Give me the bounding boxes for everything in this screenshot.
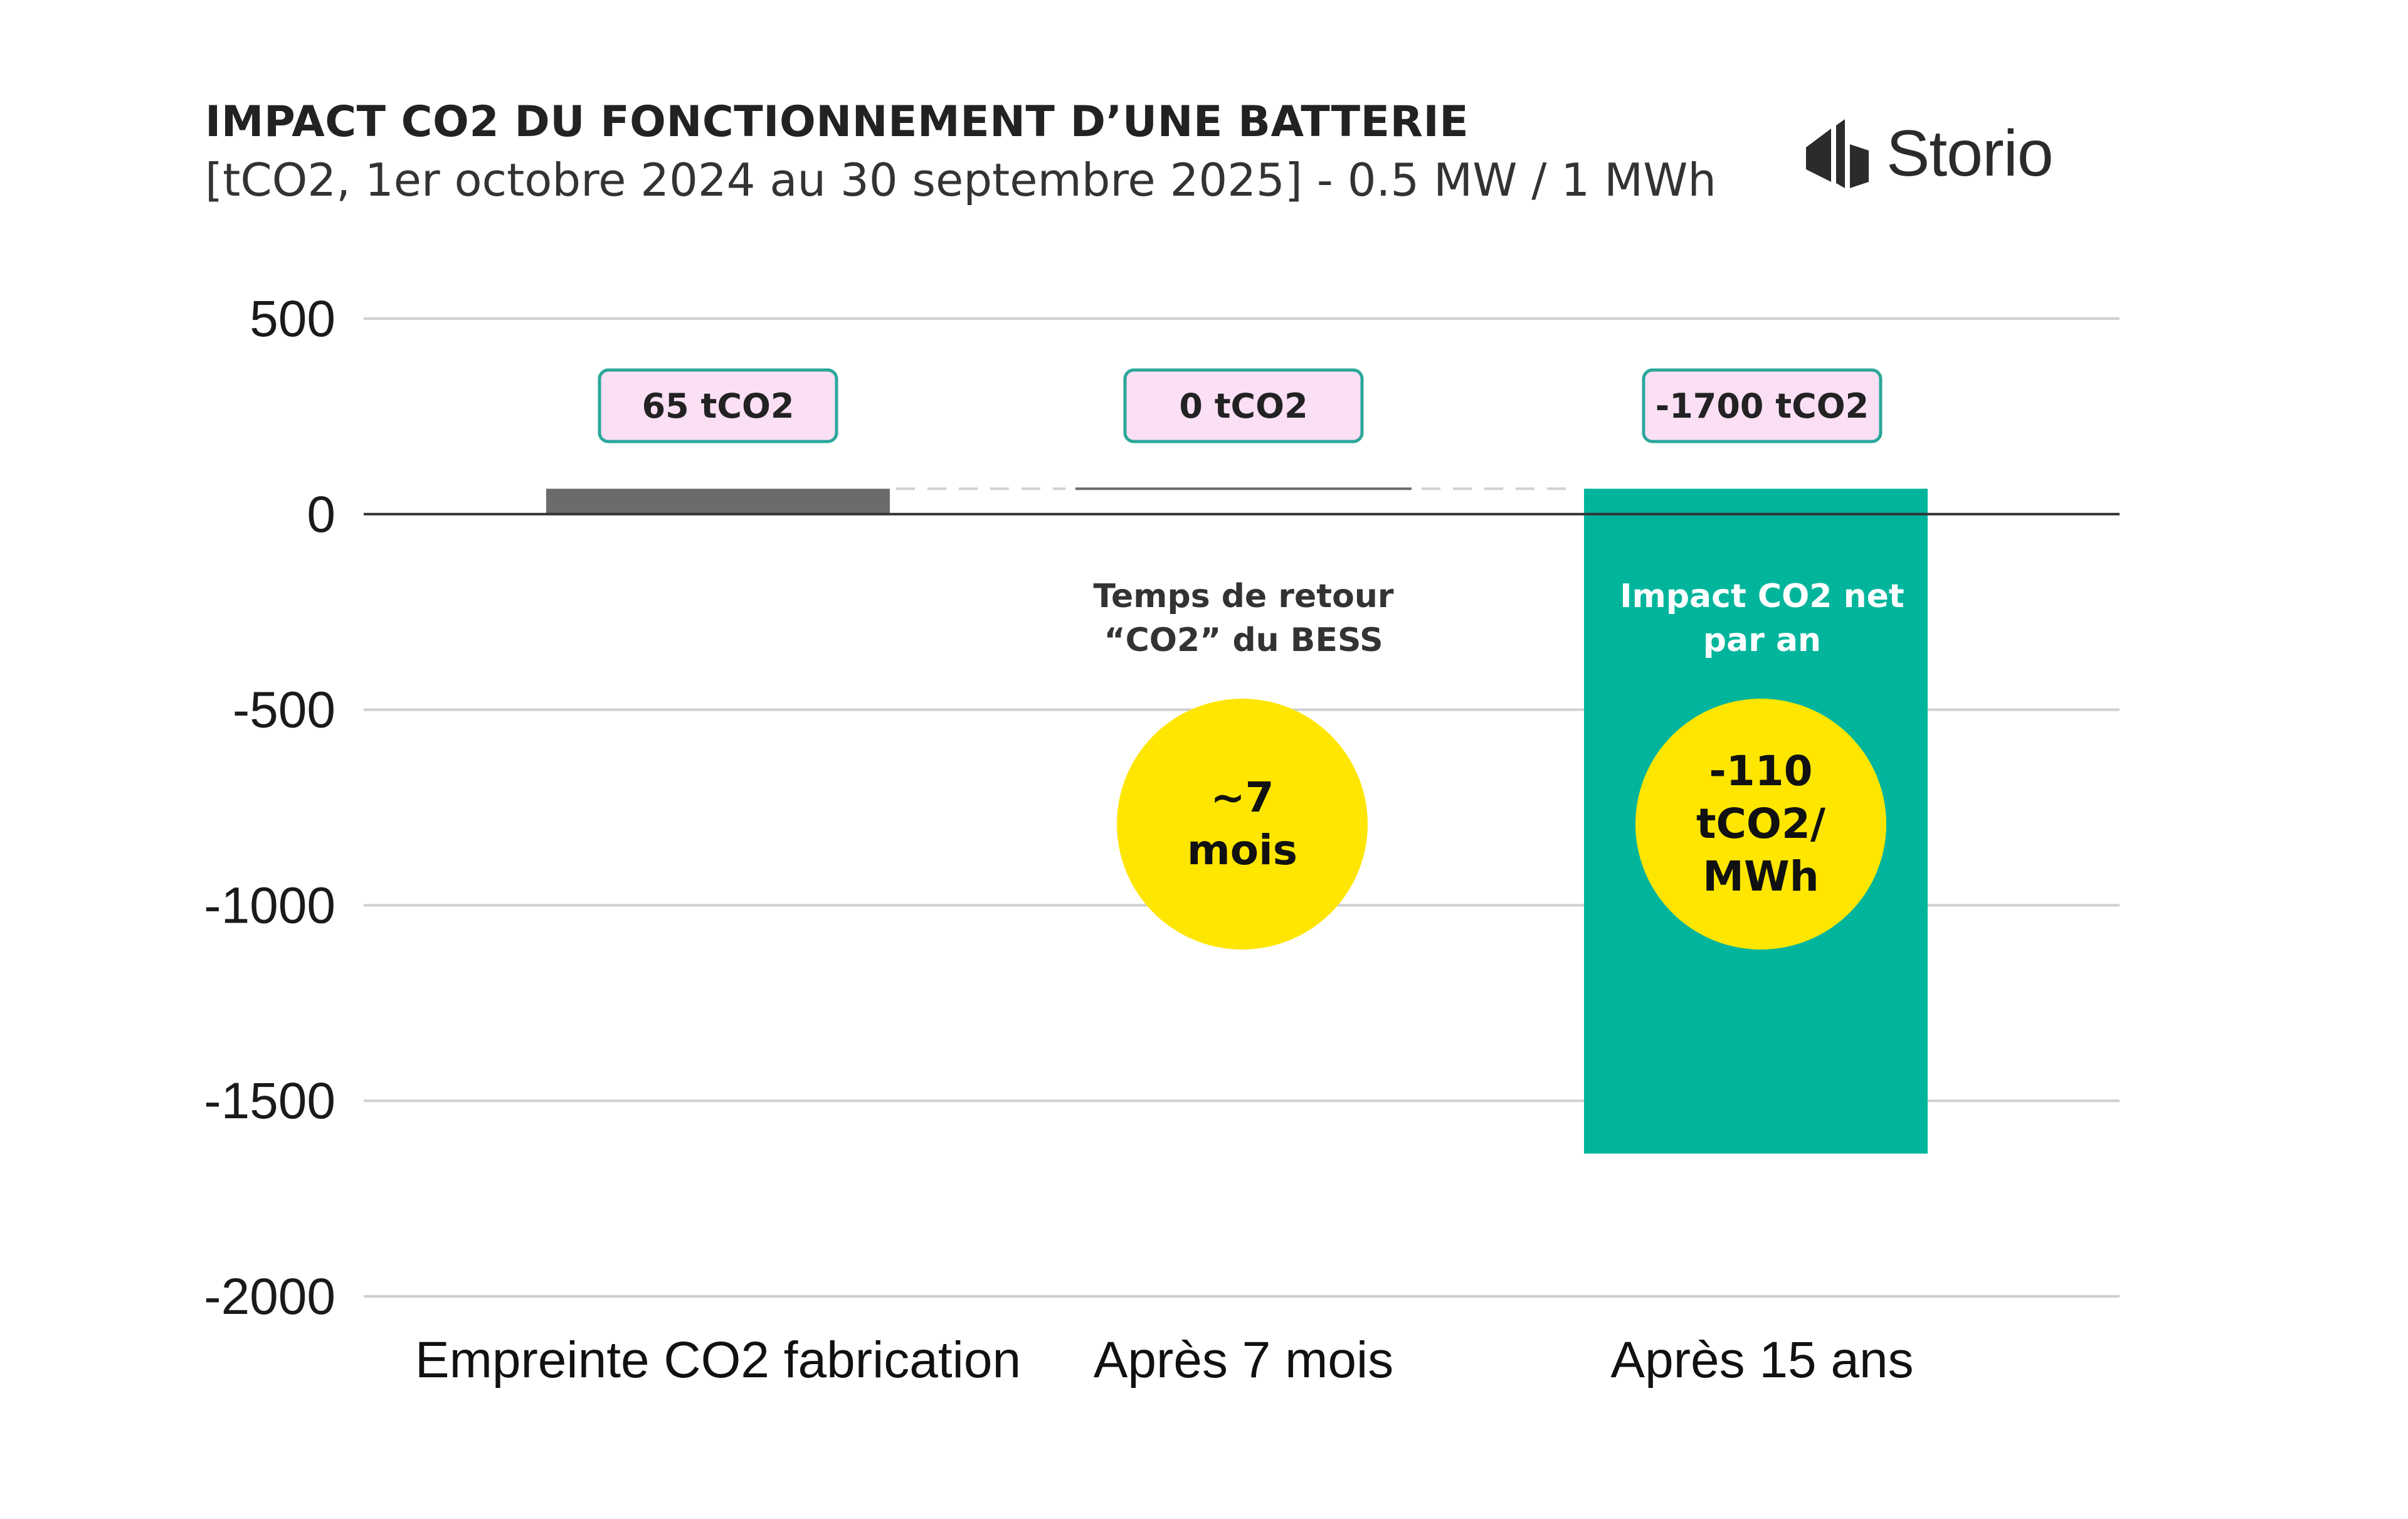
- annotation-text: Temps de retour “CO2” du BESS: [1093, 578, 1393, 659]
- storio-logo-icon: [1806, 119, 1869, 188]
- y-tick-label: -1000: [204, 877, 335, 934]
- callout-circle: [1117, 699, 1368, 950]
- data-label: -1700 tCO2: [1656, 386, 1869, 426]
- y-tick-label: 500: [250, 290, 335, 347]
- annotation-line: Temps de retour: [1093, 578, 1393, 615]
- callout-line: -110: [1709, 747, 1812, 795]
- y-tick-label: -2000: [204, 1268, 335, 1325]
- annotation-line: Impact CO2 net: [1620, 578, 1904, 615]
- data-label: 0 tCO2: [1179, 386, 1307, 426]
- bar-7-mois: [1075, 487, 1412, 490]
- callout-line: MWh: [1703, 852, 1819, 901]
- callout-line: tCO2/: [1696, 800, 1826, 848]
- x-axis-categories: Empreinte CO2 fabrication Après 7 mois Apr…: [415, 1331, 1914, 1389]
- x-category-label: Après 15 ans: [1610, 1331, 1913, 1389]
- chart-subtitle: [tCO2, 1er octobre 2024 au 30 septembre …: [205, 154, 1717, 206]
- x-category-label: Après 7 mois: [1094, 1331, 1394, 1389]
- data-labels: 65 tCO2 0 tCO2 -1700 tCO2: [598, 368, 1883, 443]
- callouts: ~7 mois -110 tCO2/MWh: [1117, 699, 1886, 950]
- annotations: Temps de retour “CO2” du BESS Impact CO2 n…: [1093, 578, 1904, 659]
- annotation-line: “CO2” du BESS: [1104, 622, 1383, 659]
- callout-circle: [1635, 699, 1886, 950]
- y-axis-ticks: 500 0 -500 -1000 -1500 -2000: [204, 290, 335, 1325]
- annotation-line: par an: [1703, 622, 1821, 659]
- callout-line: ~7: [1210, 773, 1274, 822]
- y-tick-label: 0: [307, 486, 335, 543]
- bar-fabrication: [546, 489, 890, 514]
- data-label-box: [1642, 368, 1883, 443]
- storio-logo-text: Storio: [1886, 117, 2054, 190]
- chart-title: IMPACT CO2 DU FONCTIONNEMENT D’UNE BATTE…: [205, 97, 1469, 147]
- data-label-box: [598, 368, 838, 443]
- callout-text: -110 tCO2/MWh: [1696, 747, 1826, 901]
- callout-line: mois: [1187, 826, 1297, 874]
- y-tick-label: -500: [233, 682, 335, 739]
- x-category-label: Empreinte CO2 fabrication: [415, 1331, 1021, 1389]
- data-label-box: [1123, 368, 1364, 443]
- storio-logo: Storio: [1806, 116, 2054, 191]
- y-tick-label: -1500: [204, 1072, 335, 1130]
- callout-text: ~7 mois: [1187, 773, 1297, 874]
- data-label: 65 tCO2: [642, 386, 795, 426]
- annotation-text: Impact CO2 net par an: [1620, 578, 1904, 659]
